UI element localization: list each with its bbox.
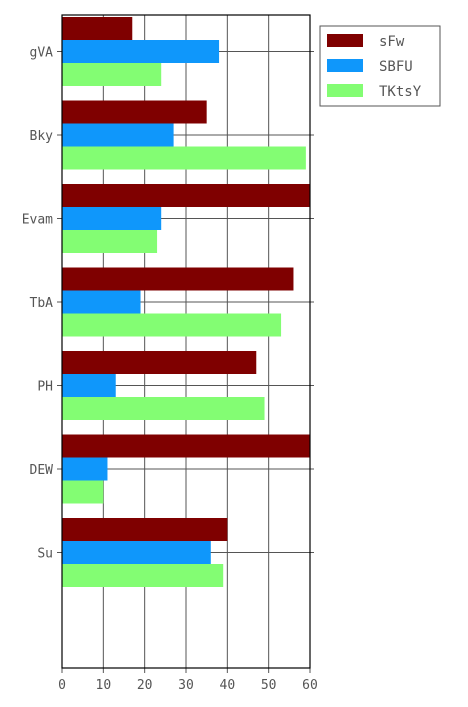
y-tick-label-DEW: DEW: [30, 463, 54, 478]
y-tick-label-Evam: Evam: [22, 213, 53, 228]
y-tick-label-PH: PH: [37, 380, 53, 395]
x-tick-label-30: 30: [178, 678, 194, 693]
x-tick-label-20: 20: [137, 678, 153, 693]
legend-swatch-SBFU: [327, 59, 363, 72]
bar-sFw-gVA: [62, 17, 133, 40]
bar-sFw-TbA: [62, 267, 294, 291]
bar-sFw-Bky: [62, 100, 207, 124]
bar-TKtsY-DEW: [62, 480, 104, 504]
x-tick-label-60: 60: [302, 678, 318, 693]
axes: [57, 14, 311, 673]
legend-label-sFw: sFw: [379, 34, 405, 50]
y-tick-label-Bky: Bky: [30, 129, 54, 144]
bar-TKtsY-Su: [62, 564, 224, 587]
legend-label-SBFU: SBFU: [379, 59, 413, 75]
bar-SBFU-Evam: [62, 207, 162, 230]
x-tick-label-40: 40: [220, 678, 236, 693]
x-tick-label-0: 0: [58, 678, 66, 693]
bar-SBFU-PH: [62, 374, 116, 397]
plot-frame: [61, 14, 311, 669]
legend-swatch-TKtsY: [327, 84, 363, 97]
bar-sFw-Evam: [62, 184, 310, 207]
bar-SBFU-TbA: [62, 290, 141, 314]
bar-TKtsY-Evam: [62, 230, 158, 253]
tick-labels: 0 10 20 30 40 50 60 gVA Bky Evam TbA PH DEW Su: [22, 46, 318, 694]
y-tick-label-TbA: TbA: [30, 296, 54, 311]
legend-label-TKtsY: TKtsY: [379, 84, 422, 100]
bar-TKtsY-PH: [62, 397, 265, 420]
bar-SBFU-gVA: [62, 40, 220, 63]
bar-TKtsY-Bky: [62, 146, 306, 170]
bar-SBFU-Su: [62, 541, 211, 564]
legend: sFw SBFU TKtsY: [319, 25, 441, 107]
bar-TKtsY-gVA: [62, 63, 162, 86]
bar-SBFU-DEW: [62, 457, 108, 481]
bar-sFw-PH: [62, 351, 257, 374]
bar-TKtsY-TbA: [62, 313, 282, 337]
x-tick-label-10: 10: [96, 678, 112, 693]
bars: [62, 17, 310, 587]
y-tick-label-gVA: gVA: [30, 46, 54, 61]
bar-sFw-DEW: [62, 434, 310, 458]
bar-SBFU-Bky: [62, 123, 174, 147]
y-tick-label-Su: Su: [37, 547, 53, 562]
bar-sFw-Su: [62, 518, 228, 541]
legend-swatch-sFw: [327, 34, 363, 47]
x-tick-label-50: 50: [261, 678, 277, 693]
